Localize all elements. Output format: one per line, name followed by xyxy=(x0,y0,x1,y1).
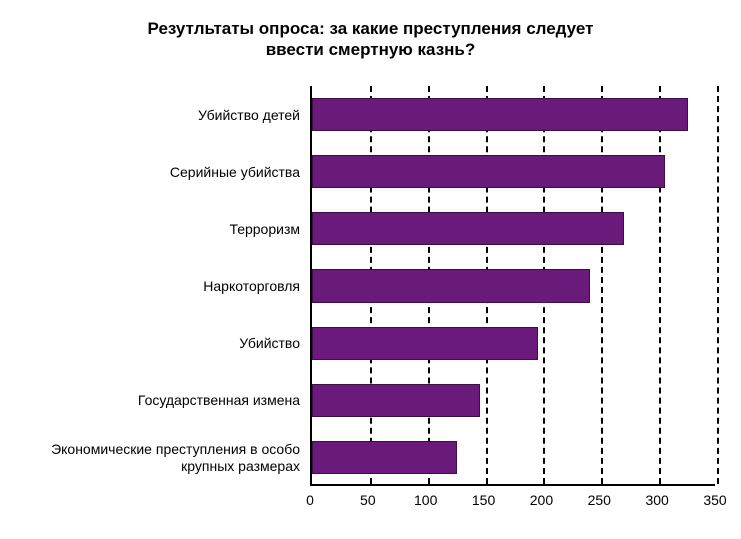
y-category-label: Наркоторговля xyxy=(0,278,300,294)
bar xyxy=(312,155,665,188)
y-category-label: Государственная измена xyxy=(0,392,300,408)
bar xyxy=(312,384,480,417)
x-tick-label: 250 xyxy=(588,492,611,508)
y-category-label: Терроризм xyxy=(0,221,300,237)
x-tick-label: 0 xyxy=(306,492,314,508)
x-tick-label: 150 xyxy=(472,492,495,508)
bar xyxy=(312,441,457,474)
bar xyxy=(312,269,590,302)
grid-line xyxy=(659,86,661,484)
grid-line xyxy=(717,86,719,484)
x-tick-label: 200 xyxy=(530,492,553,508)
x-tick-label: 100 xyxy=(414,492,437,508)
x-tick-label: 350 xyxy=(703,492,726,508)
y-category-label: Серийные убийства xyxy=(0,164,300,180)
bar xyxy=(312,327,538,360)
plot-area xyxy=(310,86,715,486)
bar xyxy=(312,212,624,245)
x-tick-label: 300 xyxy=(645,492,668,508)
y-category-label: Убийство детей xyxy=(0,107,300,123)
y-category-label: Убийство xyxy=(0,335,300,351)
grid-line xyxy=(601,86,603,484)
y-category-label: Экономические преступления в особо крупн… xyxy=(0,441,300,473)
x-tick-label: 50 xyxy=(360,492,376,508)
chart-container: Резутльтаты опроса: за какие преступлени… xyxy=(0,0,741,539)
chart-title: Резутльтаты опроса: за какие преступлени… xyxy=(0,18,741,61)
bar xyxy=(312,98,688,131)
